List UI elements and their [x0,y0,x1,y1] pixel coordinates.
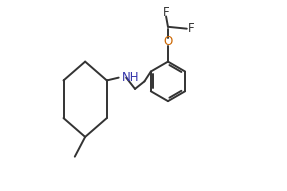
Text: F: F [188,22,195,35]
Text: O: O [163,35,172,48]
Text: F: F [163,6,169,19]
Text: NH: NH [122,71,139,84]
